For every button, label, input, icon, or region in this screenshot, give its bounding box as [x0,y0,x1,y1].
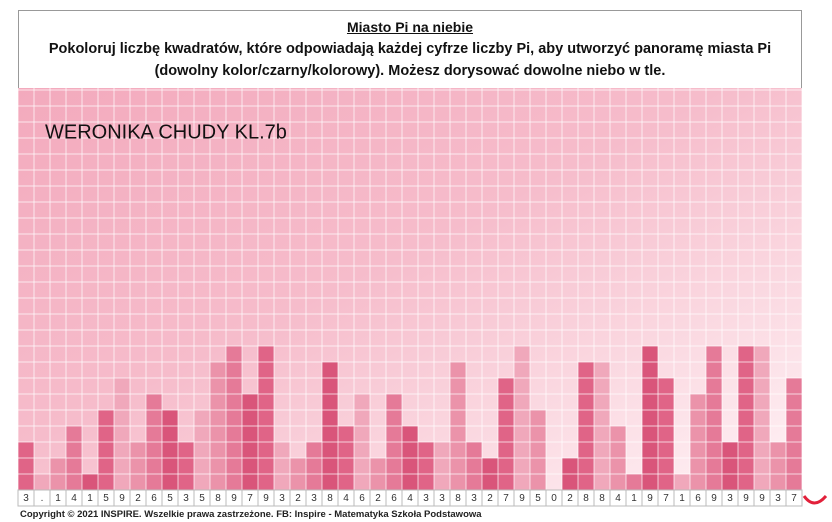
digit: 6 [359,493,365,504]
digit: 2 [375,493,381,504]
digit: 5 [199,493,205,504]
digit: 8 [599,493,605,504]
digit: 9 [711,493,717,504]
city-column [498,378,514,490]
city-column [258,346,274,490]
city-column [738,346,754,490]
digit: 6 [151,493,157,504]
digit: 3 [23,493,29,504]
digit: 3 [471,493,477,504]
city-column [786,378,802,490]
city-column [226,346,242,490]
digit: 5 [167,493,173,504]
digit: 1 [679,493,685,504]
instruction: (dowolny kolor/czarny/kolorowy). Możesz … [154,63,666,79]
city-column [754,346,770,490]
logo-swoosh [802,494,828,505]
digit: 2 [487,493,493,504]
digit: 7 [503,493,509,504]
digit: 6 [391,493,397,504]
digit: 8 [583,493,589,504]
city-column [82,474,98,490]
digit: 4 [71,493,77,504]
city-column [722,442,738,490]
digit-cell [785,489,803,507]
city-column [706,346,722,490]
digit: 3 [727,493,733,504]
city-column [130,442,146,490]
digit: 5 [535,493,541,504]
digit: 4 [407,493,413,504]
city-column [770,442,786,490]
city-column [34,474,50,490]
digit: 8 [455,493,461,504]
digit: 9 [119,493,125,504]
digit: 7 [247,493,253,504]
digit: 4 [615,493,621,504]
digit: 3 [311,493,317,504]
city-column [514,346,530,490]
digit: 9 [759,493,765,504]
digit: 2 [295,493,301,504]
title: Miasto Pi na niebie [346,19,474,35]
digit: 7 [791,493,797,504]
student-name: WERONIKA CHUDY KL.7b [45,121,287,143]
footer: Copyright © 2021 INSPIRE. Wszelkie prawa… [20,509,482,520]
header: Miasto Pi na niebie Pokoloruj liczbę kwa… [18,10,802,89]
instruction: Pokoloruj liczbę kwadratów, które odpowi… [48,41,772,57]
digit: 4 [343,493,349,504]
digit: 3 [439,493,445,504]
city-column [642,346,658,490]
city-column [466,442,482,490]
city-column [434,442,450,490]
digit: 3 [423,493,429,504]
digit: 3 [775,493,781,504]
city-column [274,442,290,490]
digit: 6 [695,493,701,504]
city-column [418,442,434,490]
city-column [530,410,546,490]
digit: 2 [567,493,573,504]
digit: 3 [183,493,189,504]
city-column [626,474,642,490]
digit: 9 [519,493,525,504]
digit: 8 [327,493,333,504]
digit: 9 [263,493,269,504]
city-column [114,378,130,490]
city-column [162,410,178,490]
digit: . [41,493,44,504]
digit: 1 [55,493,61,504]
digit: 0 [551,493,557,504]
city-column [674,474,690,490]
digit: 8 [215,493,221,504]
city-column [18,442,34,490]
digit: 9 [231,493,237,504]
digit: 3 [279,493,285,504]
digit: 9 [743,493,749,504]
digit: 1 [87,493,93,504]
city-column [178,442,194,490]
city-column [98,410,114,490]
digit: 2 [135,493,141,504]
digit: 5 [103,493,109,504]
digit: 7 [663,493,669,504]
city-column [306,442,322,490]
digit: 1 [631,493,637,504]
city-column [658,378,674,490]
digit: 9 [647,493,653,504]
city-column [194,410,210,490]
